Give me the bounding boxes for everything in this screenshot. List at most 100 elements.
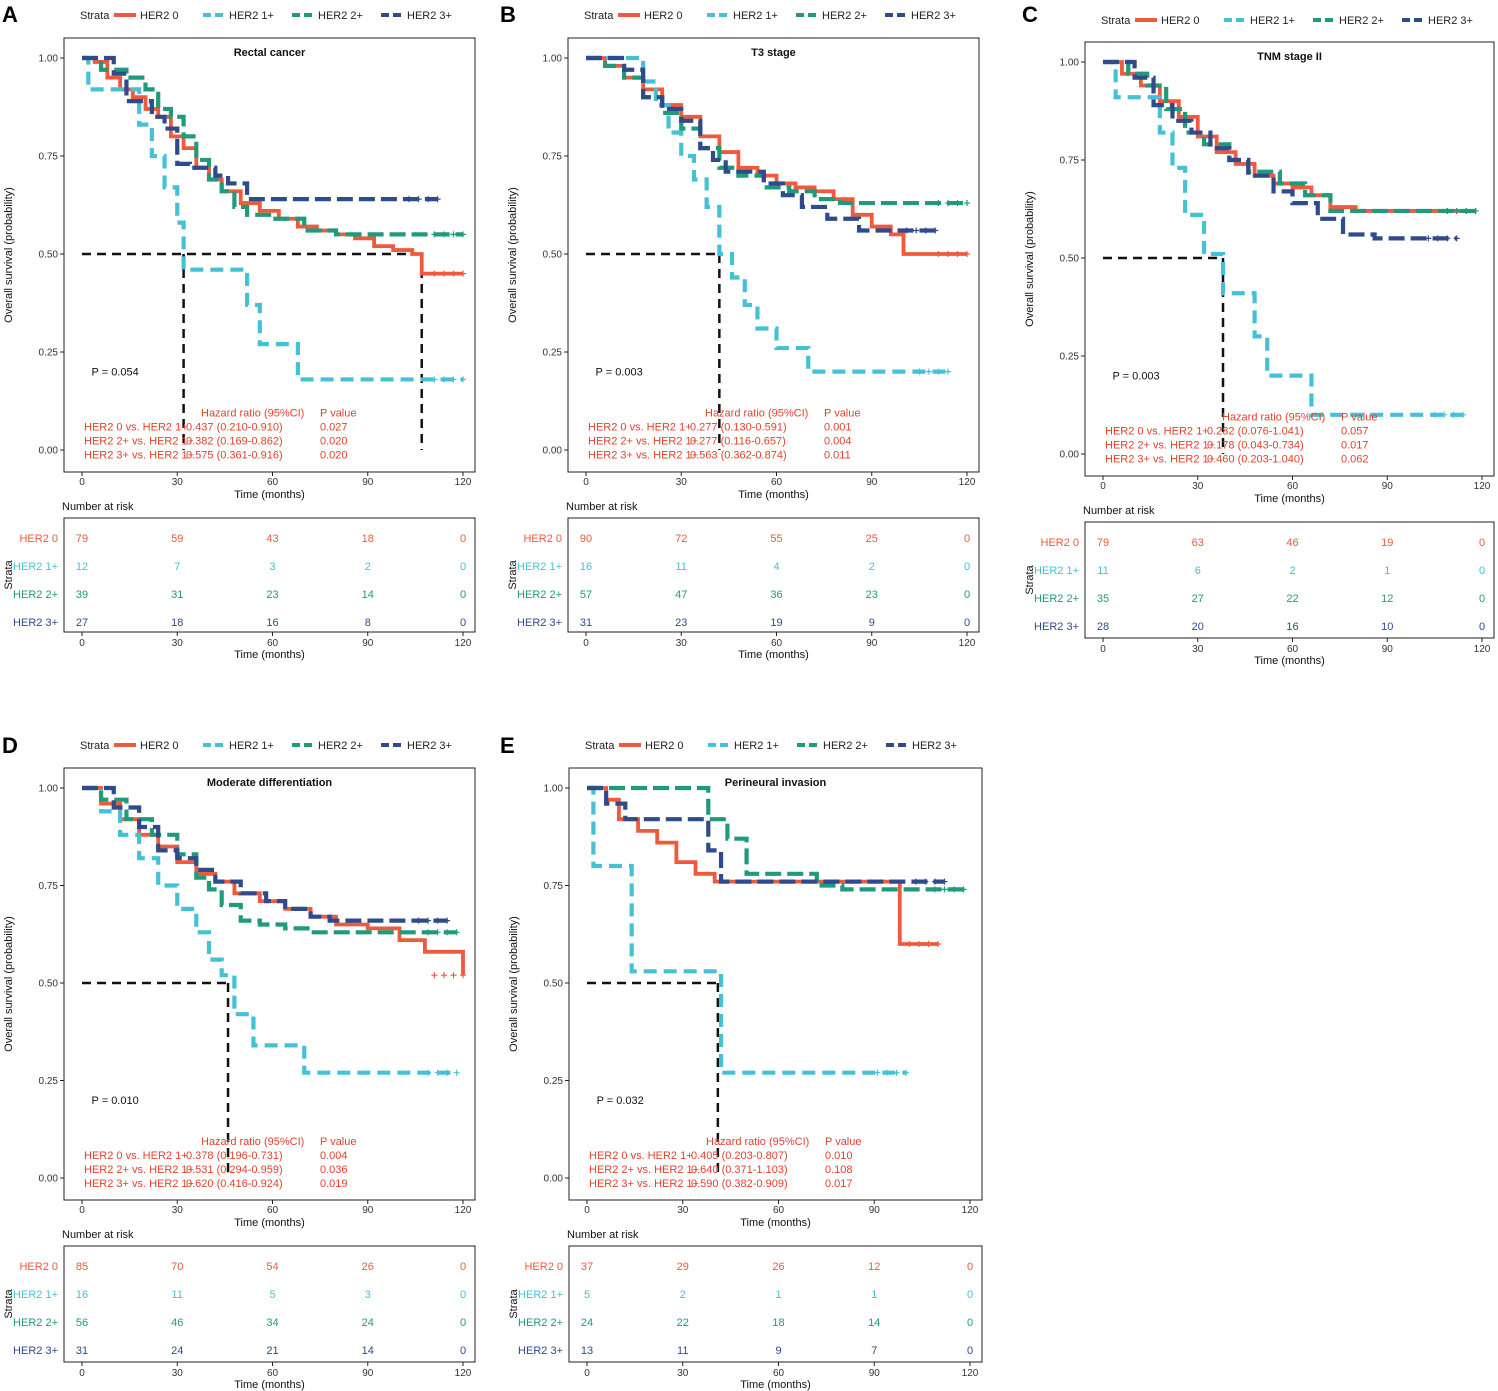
y-tick-label: 1.00 [39, 54, 59, 65]
risk-x-tick-label: 60 [267, 1368, 279, 1379]
censor-mark [941, 878, 948, 885]
risk-y-axis-label: Strata [1024, 564, 1036, 594]
risk-cell: 2 [680, 1289, 686, 1301]
hazard-ratio-table: Hazard ratio (95%CI) P value HER2 0 vs. HE… [588, 408, 861, 462]
censor-mark [1431, 411, 1438, 418]
y-tick-label: 0.00 [1060, 450, 1080, 461]
x-axis-label: Time (months) [234, 489, 305, 501]
censor-mark [453, 1069, 460, 1076]
x-tick-label: 0 [79, 477, 85, 488]
risk-x-tick-label: 0 [79, 638, 85, 649]
y-tick-label: 1.00 [544, 784, 564, 795]
y-tick-label: 1.00 [543, 54, 563, 65]
risk-row-label: HER2 3+ [1034, 621, 1079, 633]
censor-mark [893, 1069, 900, 1076]
legend-label: HER2 3+ [407, 10, 452, 22]
censor-mark [425, 917, 432, 924]
p-header: P value [1341, 412, 1378, 424]
legend-label: HER2 1+ [229, 740, 274, 752]
risk-cell: 16 [1286, 621, 1298, 633]
censor-mark [925, 368, 932, 375]
risk-cell: 39 [76, 589, 88, 601]
km-curve-her2-0 [586, 56, 967, 256]
risk-cell: 24 [171, 1345, 183, 1357]
risk-cell: 24 [362, 1317, 374, 1329]
km-curve-her2-0 [587, 786, 939, 946]
censor-mark [944, 200, 951, 207]
p-value: P = 0.003 [1112, 371, 1159, 383]
risk-cell: 23 [675, 617, 687, 629]
censor-mark [460, 972, 466, 979]
x-axis-label: Time (months) [738, 489, 809, 501]
hr-row-label: HER2 3+ vs. HER2 1+ [84, 1178, 194, 1190]
risk-row-label: HER2 2+ [518, 1317, 563, 1329]
censor-mark [903, 1069, 910, 1076]
risk-title: Number at risk [62, 501, 134, 513]
km-curve-her2-3plus [1103, 59, 1457, 241]
censor-mark [906, 941, 913, 947]
y-axis-label: Overall survival (probability) [507, 187, 519, 323]
censor-mark [1472, 207, 1479, 214]
p-value: P = 0.054 [92, 367, 139, 379]
censor-mark [434, 1069, 441, 1076]
risk-table: Number at risk HER2 0 79 59 43 18 0 HER2 1+ 12 7 3… [3, 501, 476, 661]
risk-y-axis-label: Strata [3, 1288, 15, 1318]
legend-label: HER2 0 [140, 740, 179, 752]
legend-label: HER2 0 [1161, 15, 1200, 27]
censor-mark [935, 200, 942, 207]
risk-cell: 29 [677, 1261, 689, 1273]
hr-row-label: HER2 3+ vs. HER2 1+ [588, 450, 698, 462]
legend-label: HER2 2+ [1339, 15, 1384, 27]
risk-cell: 0 [460, 561, 466, 573]
censor-mark [434, 196, 441, 203]
censor-mark [944, 368, 951, 375]
km-curve-her2-1plus [82, 55, 463, 382]
risk-x-tick-label: 60 [773, 1368, 785, 1379]
hr-row-p: 0.004 [320, 1150, 348, 1162]
legend-label: HER2 3+ [1428, 15, 1473, 27]
legend-label: HER2 3+ [407, 740, 452, 752]
hr-row-value: 0.382 (0.169-0.862) [186, 436, 283, 448]
risk-cell: 72 [675, 533, 687, 545]
risk-cell: 14 [362, 589, 374, 601]
km-curve-her2-3plus [82, 785, 448, 923]
risk-cell: 27 [1192, 593, 1204, 605]
hr-row-label: HER2 3+ vs. HER2 1+ [589, 1178, 699, 1190]
hr-row-label: HER2 2+ vs. HER2 1+ [588, 436, 698, 448]
risk-cell: 12 [1381, 593, 1393, 605]
censor-mark [434, 929, 441, 936]
chart-title: Moderate differentiation [207, 777, 333, 789]
risk-cell: 4 [773, 561, 779, 573]
hr-row-label: HER2 2+ vs. HER2 1+ [84, 1164, 194, 1176]
p-header: P value [320, 1136, 357, 1148]
hr-row-value: 0.277 (0.116-0.657) [690, 436, 786, 448]
censor-mark [453, 929, 460, 936]
hazard-ratio-table: Hazard ratio (95%CI) P value HER2 0 vs. HE… [1105, 412, 1378, 466]
x-tick-label: 90 [1382, 481, 1394, 492]
risk-x-tick-label: 90 [1382, 644, 1394, 655]
risk-x-tick-label: 120 [455, 1368, 472, 1379]
risk-cell: 1 [871, 1289, 877, 1301]
plot-frame [567, 37, 980, 473]
risk-cell: 19 [1381, 537, 1393, 549]
legend-label: HER2 1+ [734, 740, 779, 752]
risk-cell: 5 [584, 1289, 590, 1301]
risk-cell: 31 [580, 617, 592, 629]
risk-cell: 27 [76, 617, 88, 629]
censor-mark [1453, 235, 1460, 242]
x-tick-label: 30 [172, 1205, 184, 1216]
risk-cell: 12 [76, 561, 88, 573]
risk-cell: 57 [580, 589, 592, 601]
km-curve-her2-3plus [587, 785, 945, 884]
hr-row-value: 0.531 (0.294-0.959) [186, 1164, 283, 1176]
y-tick-label: 0.75 [39, 152, 59, 163]
risk-cell: 2 [365, 561, 371, 573]
censor-mark [1453, 207, 1460, 214]
censor-mark [431, 972, 438, 979]
risk-row-label: HER2 0 [524, 1261, 563, 1273]
risk-cell: 22 [677, 1317, 689, 1329]
hr-row-value: 0.282 (0.076-1.041) [1207, 426, 1304, 438]
censor-mark [1463, 207, 1470, 214]
hr-header: Hazard ratio (95%CI) [201, 1136, 304, 1148]
